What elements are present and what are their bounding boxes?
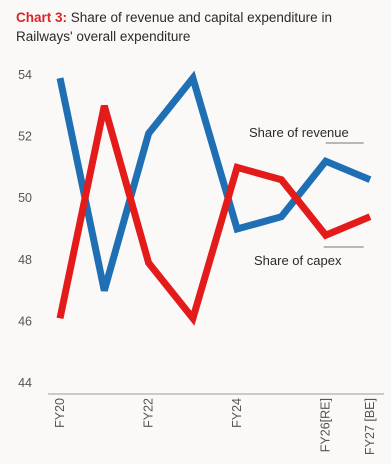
revenue-annotation: Share of revenue	[249, 125, 349, 140]
x-tick-label: FY26[RE]	[319, 398, 333, 452]
y-tick-label: 54	[18, 68, 32, 82]
capex-annotation: Share of capex	[254, 253, 342, 268]
revenue-series-line	[56, 70, 372, 292]
x-tick-label: FY22	[142, 398, 156, 428]
y-tick-label: 48	[18, 253, 32, 267]
x-tick-label: FY24	[230, 398, 244, 428]
y-tick-label: 50	[18, 191, 32, 205]
chart-title: Chart 3: Share of revenue and capital ex…	[16, 8, 386, 46]
x-tick-label: FY20	[53, 398, 67, 428]
y-tick-label: 52	[18, 130, 32, 144]
capex-series-line	[56, 104, 372, 326]
y-tick-label: 44	[18, 376, 32, 390]
y-tick-label: 46	[18, 314, 32, 328]
chart-number-label: Chart 3:	[16, 10, 68, 25]
chart-title-text: Share of revenue and capital expenditure…	[16, 10, 332, 44]
x-tick-label: FY27 [BE]	[363, 398, 377, 455]
